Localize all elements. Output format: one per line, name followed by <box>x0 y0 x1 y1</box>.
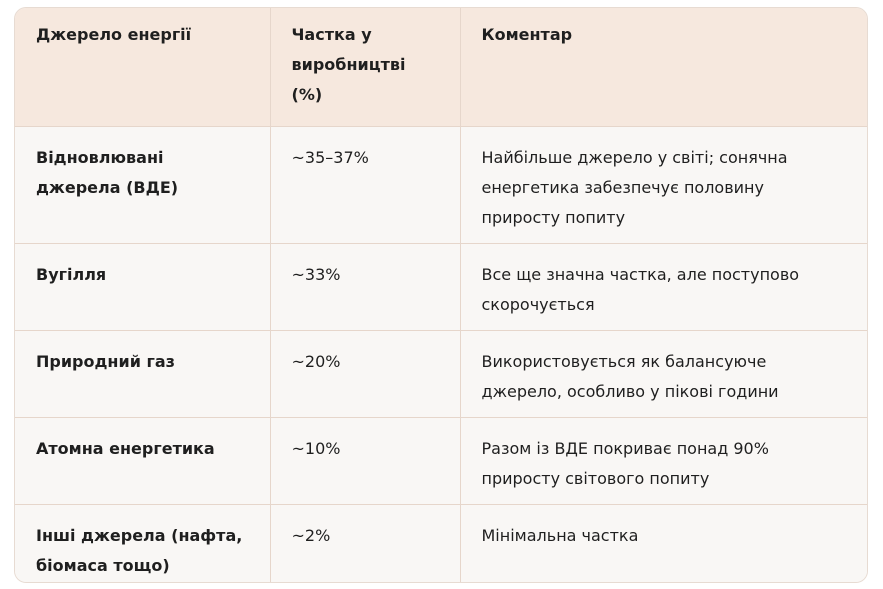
cell-source: Природний газ <box>15 330 271 418</box>
header-comment: Коментар <box>460 8 867 127</box>
table-row: Відновлювані джерела (ВДЕ) ~35–37% Найбі… <box>15 126 867 244</box>
cell-source: Інші джерела (нафта, біомаса тощо) <box>15 504 271 582</box>
cell-share: ~2% <box>270 504 461 582</box>
cell-comment: Використовується як балансуюче джерело, … <box>460 330 867 418</box>
table-row: Природний газ ~20% Використовується як б… <box>15 330 867 418</box>
cell-share: ~33% <box>270 243 461 331</box>
cell-share: ~35–37% <box>270 126 461 244</box>
header-row: Джерело енергії Частка у виробництві (%)… <box>15 8 867 127</box>
cell-comment: Найбільше джерело у світі; сонячна енерг… <box>460 126 867 244</box>
cell-source: Атомна енергетика <box>15 417 271 505</box>
cell-share: ~20% <box>270 330 461 418</box>
cell-share: ~10% <box>270 417 461 505</box>
cell-comment: Мінімальна частка <box>460 504 867 582</box>
table-row: Атомна енергетика ~10% Разом із ВДЕ покр… <box>15 417 867 505</box>
energy-sources-table: Джерело енергії Частка у виробництві (%)… <box>15 8 867 582</box>
table-body: Відновлювані джерела (ВДЕ) ~35–37% Найбі… <box>15 126 867 582</box>
table-row: Вугілля ~33% Все ще значна частка, але п… <box>15 243 867 331</box>
cell-comment: Все ще значна частка, але поступово скор… <box>460 243 867 331</box>
table-row: Інші джерела (нафта, біомаса тощо) ~2% М… <box>15 504 867 582</box>
energy-table-container: Джерело енергії Частка у виробництві (%)… <box>14 7 868 583</box>
cell-source: Відновлювані джерела (ВДЕ) <box>15 126 271 244</box>
table-header: Джерело енергії Частка у виробництві (%)… <box>15 8 867 127</box>
header-share: Частка у виробництві (%) <box>270 8 461 127</box>
cell-comment: Разом із ВДЕ покриває понад 90% приросту… <box>460 417 867 505</box>
cell-source: Вугілля <box>15 243 271 331</box>
header-source: Джерело енергії <box>15 8 271 127</box>
